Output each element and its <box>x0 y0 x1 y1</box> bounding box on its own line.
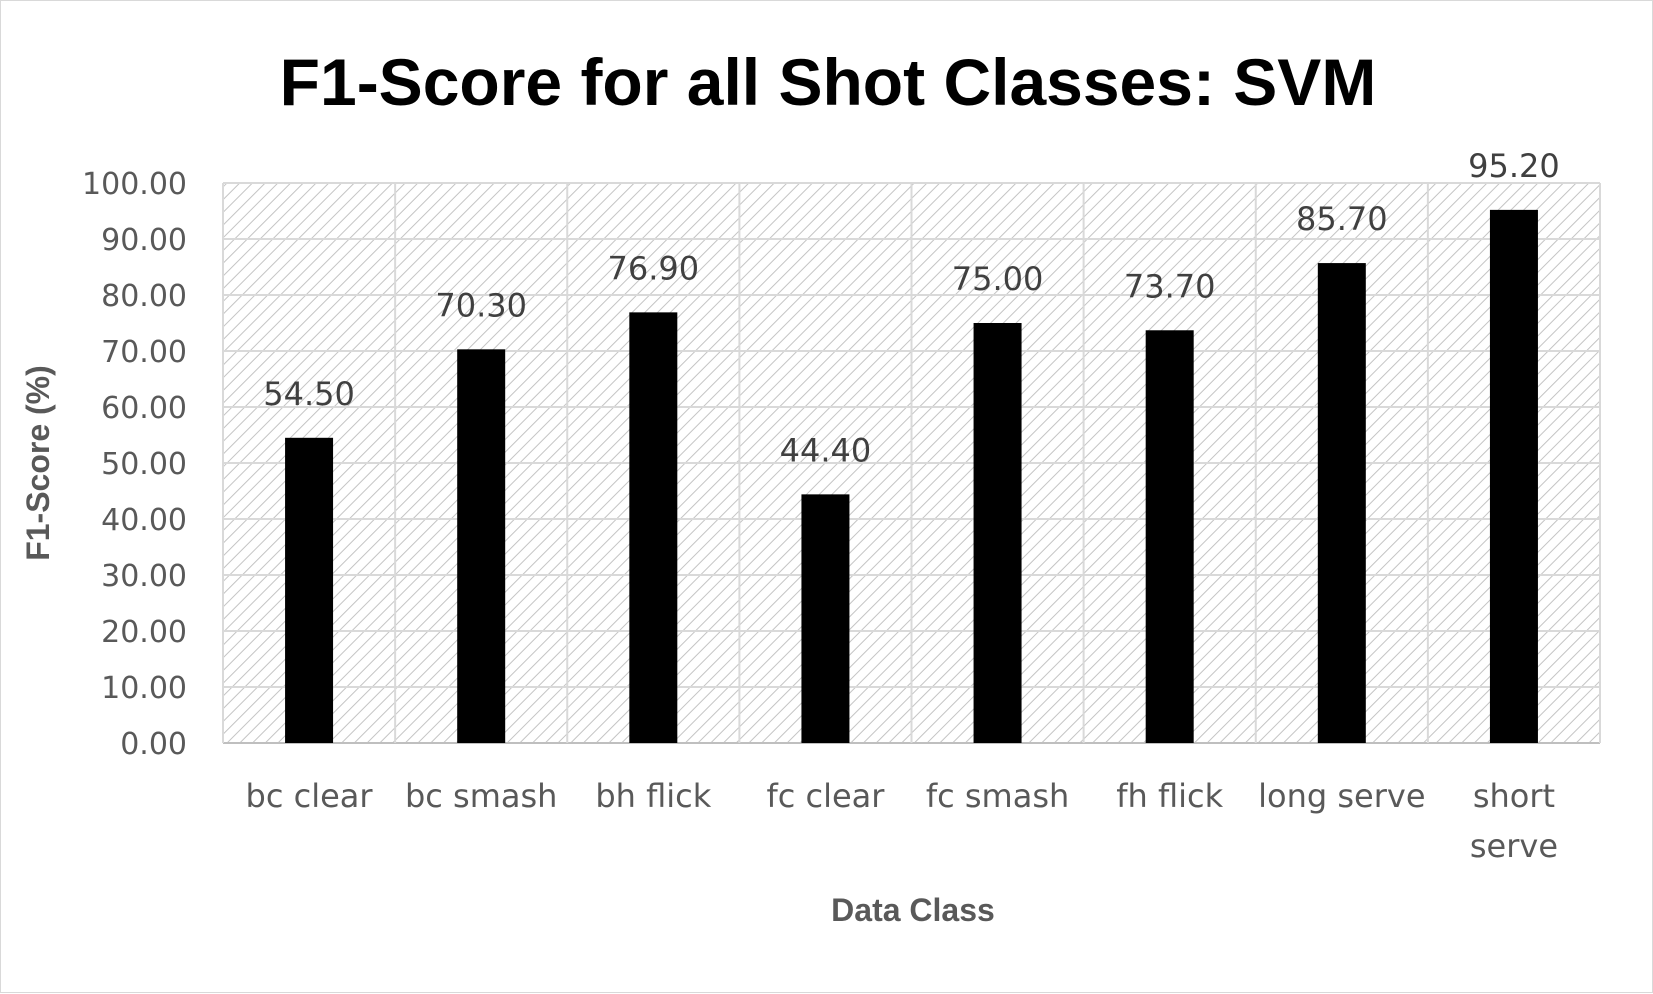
x-axis-title: Data Class <box>831 892 995 928</box>
bar-fh-flick <box>1145 330 1194 743</box>
gridlines <box>222 182 1601 744</box>
category-label: fc clear <box>766 777 885 815</box>
data-label: 76.90 <box>608 249 700 287</box>
data-label: 85.70 <box>1296 200 1388 238</box>
bar-long-serve <box>1317 263 1366 743</box>
y-axis-tick-labels: 0.00 10.00 20.00 30.00 40.00 50.00 60.00 70.00 8… <box>82 167 187 762</box>
y-axis-title: F1-Score (%) <box>20 365 56 561</box>
data-label: 95.20 <box>1468 147 1560 185</box>
bar-bh-flick <box>629 312 678 743</box>
category-label: bh flick <box>595 777 711 815</box>
category-label: bc smash <box>405 777 557 815</box>
chart-title: F1-Score for all Shot Classes: SVM <box>280 45 1377 119</box>
y-tick-label: 60.00 <box>101 391 187 426</box>
data-label: 54.50 <box>263 375 355 413</box>
category-label: short serve <box>1470 777 1558 865</box>
category-label: fh flick <box>1116 777 1223 815</box>
data-label: 73.70 <box>1124 267 1216 305</box>
bars <box>285 209 1538 743</box>
y-tick-label: 70.00 <box>101 335 187 370</box>
y-tick-label: 50.00 <box>101 447 187 482</box>
data-label: 70.30 <box>435 286 527 324</box>
bar-bc-clear <box>285 437 334 743</box>
y-tick-label: 0.00 <box>120 727 187 762</box>
category-label: fc smash <box>926 777 1069 815</box>
data-label: 75.00 <box>952 260 1044 298</box>
data-label: 44.40 <box>780 431 872 469</box>
bar-fc-clear <box>801 494 850 743</box>
bar-bc-smash <box>457 349 506 743</box>
y-tick-label: 100.00 <box>82 167 187 202</box>
x-axis-category-labels: bc clear bc smash bh flick fc clear fc smash… <box>246 777 1558 865</box>
y-tick-label: 80.00 <box>101 279 187 314</box>
y-tick-label: 10.00 <box>101 671 187 706</box>
category-label: long serve <box>1258 777 1425 815</box>
data-labels: 54.50 70.30 76.90 44.40 75.00 73.70 85.70 95.20 <box>263 147 1559 469</box>
y-tick-label: 40.00 <box>101 503 187 538</box>
bar-short-serve <box>1489 209 1538 743</box>
category-label: bc clear <box>246 777 374 815</box>
y-tick-label: 20.00 <box>101 615 187 650</box>
y-tick-label: 30.00 <box>101 559 187 594</box>
bar-fc-smash <box>973 323 1022 743</box>
y-tick-label: 90.00 <box>101 223 187 258</box>
